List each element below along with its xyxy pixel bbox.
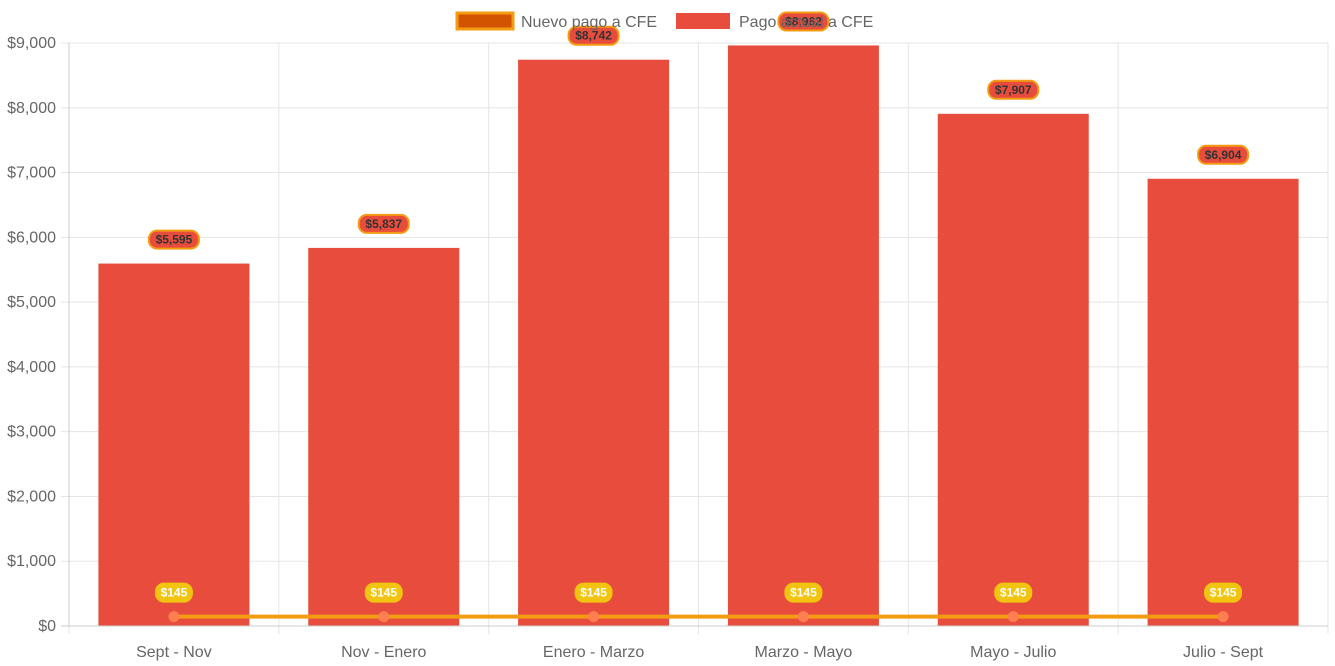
line-data-label-bg bbox=[784, 582, 823, 603]
bar-data-label: $8,962 bbox=[777, 11, 830, 32]
legend-swatch-line bbox=[455, 11, 515, 31]
line-data-label-text: $145 bbox=[1210, 586, 1237, 600]
line-data-label-bg bbox=[154, 582, 193, 603]
line-data-label-bg bbox=[364, 582, 403, 603]
x-tick-label: Enero - Marzo bbox=[543, 644, 644, 661]
y-tick-label: $6,000 bbox=[7, 229, 56, 246]
bar[interactable] bbox=[1147, 178, 1299, 626]
bar-data-label: $8,742 bbox=[567, 25, 620, 46]
bar[interactable] bbox=[937, 113, 1089, 626]
line-point[interactable] bbox=[378, 611, 390, 623]
grid bbox=[61, 42, 1329, 634]
line-data-label-text: $145 bbox=[370, 586, 397, 600]
bar-data-label-bg bbox=[147, 229, 200, 250]
line-series bbox=[168, 611, 1229, 623]
axes: $0 $1,000 $2,000 $3,000 $4,000 $5,000 $6,000 $7… bbox=[7, 35, 1328, 661]
legend: Nuevo pago a CFE Pago actual a CFE bbox=[455, 11, 873, 31]
y-tick-label: $8,000 bbox=[7, 100, 56, 117]
bar-data-label-bg bbox=[567, 25, 620, 46]
legend-swatch-bar bbox=[676, 13, 730, 29]
bar-data-label-text: $6,904 bbox=[1205, 148, 1242, 162]
line-data-label-bg bbox=[994, 582, 1033, 603]
line-data-label-bg bbox=[574, 582, 613, 603]
line-data-label: $145 bbox=[574, 582, 613, 603]
line-data-label: $145 bbox=[154, 582, 193, 603]
x-tick-label: Nov - Enero bbox=[341, 644, 426, 661]
line-point[interactable] bbox=[797, 611, 809, 623]
line-point[interactable] bbox=[588, 611, 600, 623]
line-data-label-text: $145 bbox=[580, 586, 607, 600]
line-data-label-text: $145 bbox=[1000, 586, 1027, 600]
bar-data-label: $6,904 bbox=[1197, 144, 1250, 165]
y-tick-label: $4,000 bbox=[7, 359, 56, 376]
y-tick-label: $0 bbox=[38, 618, 56, 635]
y-tick-label: $1,000 bbox=[7, 553, 56, 570]
y-tick-label: $7,000 bbox=[7, 165, 56, 182]
line-point[interactable] bbox=[1217, 611, 1229, 623]
bar-data-label-bg bbox=[777, 11, 830, 32]
legend-item-bar[interactable]: Pago actual a CFE bbox=[676, 13, 873, 31]
y-tick-label: $3,000 bbox=[7, 424, 56, 441]
bar[interactable] bbox=[727, 45, 879, 627]
bar-data-label: $5,595 bbox=[147, 229, 200, 250]
x-tick-label: Mayo - Julio bbox=[970, 644, 1056, 661]
line-point[interactable] bbox=[168, 611, 180, 623]
y-tick-label: $2,000 bbox=[7, 488, 56, 505]
bar-data-label: $7,907 bbox=[987, 79, 1040, 100]
line-data-label-text: $145 bbox=[161, 586, 188, 600]
line-data-label: $145 bbox=[364, 582, 403, 603]
y-tick-label: $5,000 bbox=[7, 294, 56, 311]
line-data-label-bg bbox=[1204, 582, 1243, 603]
bar-data-label: $5,837 bbox=[357, 213, 410, 234]
bar[interactable] bbox=[518, 59, 670, 627]
line-data-label-text: $145 bbox=[790, 586, 817, 600]
bar[interactable] bbox=[308, 247, 460, 627]
x-tick-label: Sept - Nov bbox=[136, 644, 212, 661]
bar-data-label-bg bbox=[1197, 144, 1250, 165]
bar-data-label-text: $8,962 bbox=[785, 14, 822, 28]
bar-data-label-text: $8,742 bbox=[575, 29, 612, 43]
bar-data-label-bg bbox=[987, 79, 1040, 100]
bar-data-label-text: $5,595 bbox=[156, 233, 193, 247]
bar-data-label-text: $5,837 bbox=[365, 217, 402, 231]
line-data-label: $145 bbox=[994, 582, 1033, 603]
line-point[interactable] bbox=[1007, 611, 1019, 623]
legend-label-bar: Pago actual a CFE bbox=[739, 14, 873, 31]
data-labels: $5,595 $5,837 $8,742 $8,962 $7,907 $6,904 $145… bbox=[147, 11, 1250, 603]
line-data-label: $145 bbox=[784, 582, 823, 603]
bar[interactable] bbox=[98, 263, 250, 626]
bar-data-label-text: $7,907 bbox=[995, 83, 1032, 97]
y-tick-label: $9,000 bbox=[7, 35, 56, 52]
legend-label-line: Nuevo pago a CFE bbox=[521, 14, 657, 31]
bar-data-label-bg bbox=[357, 213, 410, 234]
line-data-label: $145 bbox=[1204, 582, 1243, 603]
x-tick-label: Marzo - Mayo bbox=[755, 644, 853, 661]
x-tick-label: Julio - Sept bbox=[1183, 644, 1264, 661]
legend-item-line[interactable]: Nuevo pago a CFE bbox=[455, 11, 657, 31]
bar-series bbox=[98, 45, 1299, 627]
